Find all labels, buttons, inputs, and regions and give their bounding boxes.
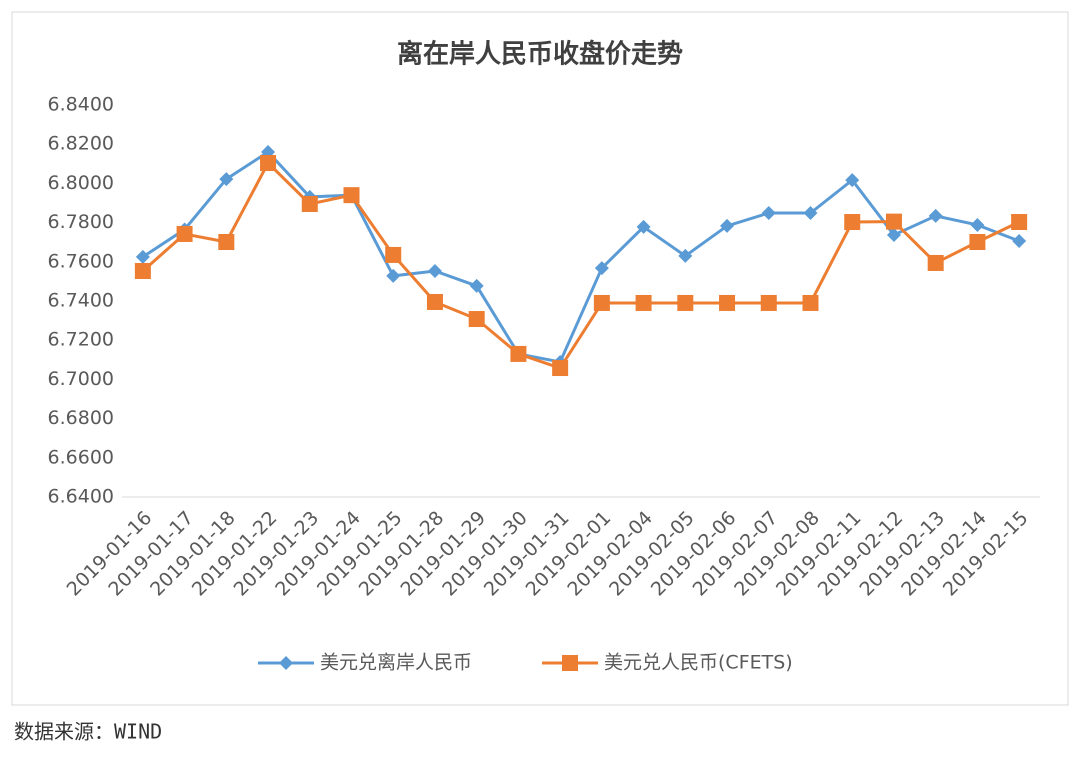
data-point [386, 268, 401, 283]
y-tick-label: 6.8200 [48, 133, 114, 155]
data-point [886, 227, 901, 242]
data-point [218, 234, 235, 251]
data-point [1011, 214, 1028, 231]
data-point [594, 261, 609, 276]
data-point [760, 294, 777, 311]
legend-marker [279, 656, 293, 670]
data-point [719, 294, 736, 311]
data-point [844, 214, 861, 231]
data-point [677, 294, 694, 311]
legend-label: 美元兑离岸人民币 [320, 652, 472, 674]
data-point [927, 254, 944, 271]
data-point [678, 248, 693, 263]
y-tick-label: 6.8400 [48, 94, 114, 116]
data-point [427, 264, 442, 279]
data-point [593, 294, 610, 311]
data-point [343, 187, 360, 204]
chart-title: 离在岸人民币收盘价走势 [397, 39, 683, 70]
data-point [260, 155, 277, 172]
legend-label: 美元兑人民币(CFETS) [604, 652, 793, 674]
data-point [219, 172, 234, 187]
source-note: 数据来源：WIND [14, 720, 162, 744]
legend-marker [562, 655, 579, 671]
data-point [636, 219, 651, 234]
data-point [301, 195, 318, 212]
data-point [510, 345, 527, 362]
series-line [142, 150, 1020, 364]
y-tick-label: 6.6600 [48, 446, 114, 468]
data-point [135, 249, 150, 264]
y-tick-label: 6.7600 [48, 250, 114, 272]
data-point [176, 225, 193, 242]
data-point [426, 293, 443, 310]
data-point [1012, 234, 1027, 249]
data-point [720, 218, 735, 233]
y-tick-label: 6.6400 [48, 486, 114, 508]
series-line [141, 160, 1020, 370]
data-point [134, 263, 151, 280]
data-point [552, 360, 569, 377]
y-tick-label: 6.6800 [48, 407, 114, 429]
y-tick-label: 6.8000 [48, 172, 114, 194]
data-point [969, 234, 986, 251]
data-point [928, 208, 943, 223]
data-point [802, 294, 819, 311]
data-point [469, 278, 484, 293]
y-tick-label: 6.7200 [48, 329, 114, 351]
data-point [845, 173, 860, 188]
data-point [885, 213, 902, 230]
data-point [803, 205, 818, 220]
data-point [468, 311, 485, 328]
data-point [761, 205, 776, 220]
data-point [635, 294, 652, 311]
data-point [970, 217, 985, 232]
y-tick-label: 6.7000 [48, 368, 114, 390]
y-tick-label: 6.7400 [48, 290, 114, 312]
data-point [385, 246, 402, 263]
y-tick-label: 6.7800 [48, 211, 114, 233]
